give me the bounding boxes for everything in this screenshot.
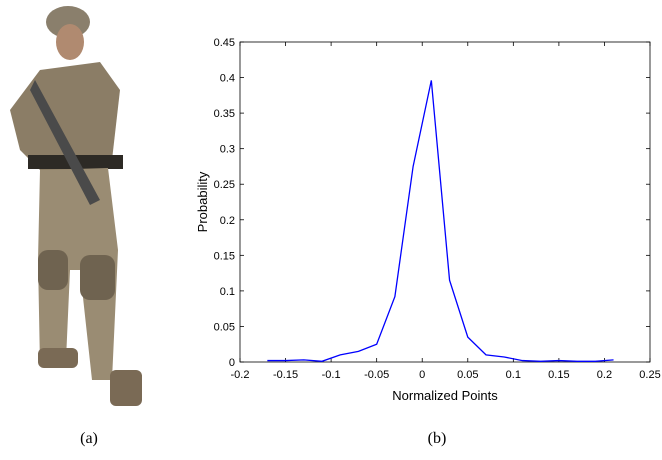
x-tick-label: 0.15 — [548, 369, 569, 381]
y-axis-label: Probability — [195, 171, 210, 232]
y-tick-label: 0.35 — [214, 108, 235, 120]
x-tick-label: -0.05 — [364, 369, 389, 381]
x-axis-label: Normalized Points — [392, 388, 498, 403]
y-tick-label: 0.1 — [220, 286, 235, 298]
y-tick-label: 0.3 — [220, 144, 235, 156]
x-tick-label: 0.2 — [597, 369, 612, 381]
caption: (b) — [428, 430, 447, 447]
caption: (a) — [80, 430, 98, 447]
y-tick-label: 0.05 — [214, 321, 235, 333]
x-tick-label: -0.1 — [322, 369, 341, 381]
y-tick-label: 0 — [229, 357, 235, 369]
data-line — [267, 80, 614, 362]
soldier-image — [10, 6, 142, 406]
x-tick-label: -0.2 — [231, 369, 250, 381]
y-tick-label: 0.25 — [214, 179, 235, 191]
x-tick-label: 0.05 — [457, 369, 478, 381]
y-tick-label: 0.4 — [220, 73, 235, 85]
y-tick-label: 0.15 — [214, 250, 235, 262]
axes-box — [239, 41, 651, 363]
x-tick-label: 0.25 — [639, 369, 660, 381]
x-tick-label: 0.1 — [506, 369, 521, 381]
y-tick-label: 0.45 — [214, 37, 235, 49]
x-tick-label: 0 — [419, 369, 425, 381]
y-tick-label: 0.2 — [220, 215, 235, 227]
x-tick-label: -0.15 — [273, 369, 298, 381]
